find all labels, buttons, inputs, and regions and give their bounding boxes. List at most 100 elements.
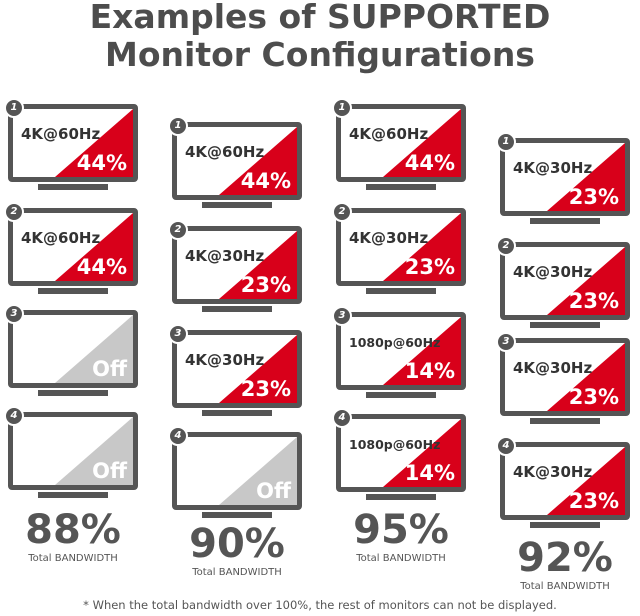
monitor-2: 2 4K@30Hz 23% [496, 236, 630, 330]
monitor-3: 3 4K@30Hz 23% [168, 324, 302, 418]
bandwidth-percent: 23% [568, 489, 619, 513]
monitor-stand [366, 494, 436, 500]
total-bandwidth-label: Total BANDWIDTH [356, 553, 446, 564]
monitor-stand [38, 390, 108, 396]
total-bandwidth-label: Total BANDWIDTH [520, 581, 610, 592]
resolution-label: 4K@60Hz [185, 143, 265, 161]
monitor-number-badge: 2 [496, 236, 516, 256]
monitor-screen: 4K@30Hz 23% [500, 338, 630, 416]
monitor-screen: 4K@30Hz 23% [500, 138, 630, 216]
monitor-number-badge: 4 [4, 406, 24, 426]
resolution-label: 4K@60Hz [349, 125, 429, 143]
monitor-number-badge: 4 [496, 436, 516, 456]
resolution-label: 1080p@60Hz [349, 335, 441, 350]
resolution-label: 4K@60Hz [21, 125, 101, 143]
monitor-4: 4 Off [4, 406, 138, 500]
monitor-screen: 4K@60Hz 44% [8, 104, 138, 182]
bandwidth-percent: 44% [240, 169, 291, 193]
monitor-stand [530, 218, 600, 224]
resolution-label: 4K@30Hz [185, 247, 265, 265]
total-bandwidth-value: 95% [353, 507, 449, 553]
monitor-screen: 4K@60Hz 44% [8, 208, 138, 286]
off-label: Off [92, 357, 127, 381]
monitor-4: 4 4K@30Hz 23% [496, 436, 630, 530]
monitor-screen: 4K@30Hz 23% [500, 242, 630, 320]
bandwidth-percent: 23% [568, 289, 619, 313]
total-bandwidth-value: 88% [25, 507, 121, 553]
monitor-stand [202, 306, 272, 312]
resolution-label: 4K@30Hz [349, 229, 429, 247]
monitor-3: 3 Off [4, 304, 138, 398]
monitor-number-badge: 1 [168, 116, 188, 136]
total-bandwidth-value: 92% [517, 535, 613, 581]
title-line-1: Examples of SUPPORTED [89, 0, 551, 36]
monitor-screen: 4K@60Hz 44% [172, 122, 302, 200]
bandwidth-percent: 44% [76, 151, 127, 175]
monitor-stand [38, 492, 108, 498]
monitor-3: 3 1080p@60Hz 14% [332, 306, 466, 400]
monitor-2: 2 4K@60Hz 44% [4, 202, 138, 296]
monitor-number-badge: 4 [332, 408, 352, 428]
monitor-stand [530, 522, 600, 528]
total-bandwidth-value: 90% [189, 521, 285, 567]
resolution-label: 4K@30Hz [185, 351, 265, 369]
monitor-number-badge: 2 [332, 202, 352, 222]
resolution-label: 4K@30Hz [513, 263, 593, 281]
monitor-1: 1 4K@30Hz 23% [496, 132, 630, 226]
monitor-screen: Off [8, 412, 138, 490]
monitor-stand [366, 184, 436, 190]
monitor-4: 4 1080p@60Hz 14% [332, 408, 466, 502]
monitor-2: 2 4K@30Hz 23% [332, 202, 466, 296]
monitor-stand [530, 322, 600, 328]
bandwidth-percent: 23% [240, 273, 291, 297]
monitor-number-badge: 3 [4, 304, 24, 324]
bandwidth-percent: 14% [404, 359, 455, 383]
monitor-number-badge: 3 [496, 332, 516, 352]
monitor-number-badge: 4 [168, 426, 188, 446]
bandwidth-percent: 23% [240, 377, 291, 401]
monitor-screen: 4K@30Hz 23% [172, 330, 302, 408]
monitor-1: 1 4K@60Hz 44% [4, 98, 138, 192]
monitor-stand [202, 512, 272, 518]
bandwidth-percent: 44% [404, 151, 455, 175]
total-bandwidth-label: Total BANDWIDTH [28, 553, 118, 564]
monitor-stand [366, 392, 436, 398]
monitor-number-badge: 1 [4, 98, 24, 118]
resolution-label: 4K@60Hz [21, 229, 101, 247]
footnote: * When the total bandwidth over 100%, th… [83, 598, 557, 612]
monitor-screen: 4K@30Hz 23% [336, 208, 466, 286]
monitor-stand [38, 184, 108, 190]
bandwidth-percent: 14% [404, 461, 455, 485]
monitor-number-badge: 2 [168, 220, 188, 240]
total-bandwidth-label: Total BANDWIDTH [192, 567, 282, 578]
bandwidth-percent: 44% [76, 255, 127, 279]
monitor-stand [202, 202, 272, 208]
monitor-number-badge: 1 [332, 98, 352, 118]
monitor-screen: 4K@30Hz 23% [172, 226, 302, 304]
monitor-screen: 1080p@60Hz 14% [336, 414, 466, 492]
monitor-number-badge: 1 [496, 132, 516, 152]
resolution-label: 4K@30Hz [513, 463, 593, 481]
monitor-screen: Off [8, 310, 138, 388]
monitor-4: 4 Off [168, 426, 302, 520]
monitor-2: 2 4K@30Hz 23% [168, 220, 302, 314]
monitor-screen: 4K@60Hz 44% [336, 104, 466, 182]
monitor-screen: Off [172, 432, 302, 510]
resolution-label: 4K@30Hz [513, 359, 593, 377]
resolution-label: 4K@30Hz [513, 159, 593, 177]
off-label: Off [256, 479, 291, 503]
title-line-2: Monitor Configurations [105, 35, 535, 74]
monitor-1: 1 4K@60Hz 44% [332, 98, 466, 192]
monitor-number-badge: 2 [4, 202, 24, 222]
monitor-number-badge: 3 [168, 324, 188, 344]
bandwidth-percent: 23% [568, 385, 619, 409]
monitor-stand [38, 288, 108, 294]
monitor-number-badge: 3 [332, 306, 352, 326]
resolution-label: 1080p@60Hz [349, 437, 441, 452]
monitor-screen: 4K@30Hz 23% [500, 442, 630, 520]
bandwidth-percent: 23% [404, 255, 455, 279]
off-label: Off [92, 459, 127, 483]
bandwidth-percent: 23% [568, 185, 619, 209]
monitor-3: 3 4K@30Hz 23% [496, 332, 630, 426]
monitor-1: 1 4K@60Hz 44% [168, 116, 302, 210]
